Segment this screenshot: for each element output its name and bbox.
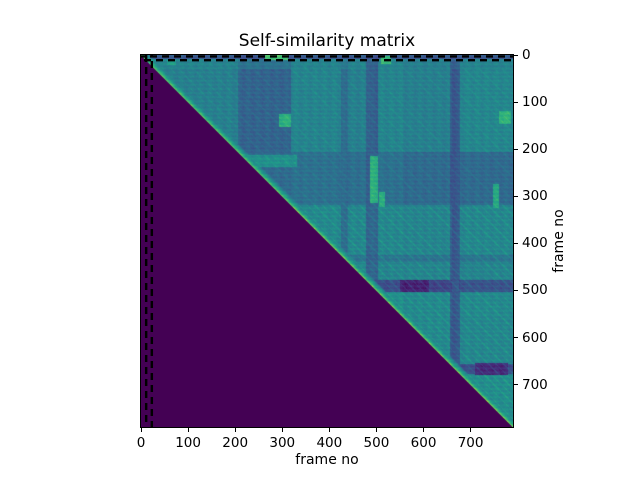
- y-tick-label: 700: [522, 376, 548, 393]
- y-tick-label: 0: [522, 47, 531, 63]
- y-tick-mark: [514, 337, 518, 339]
- x-axis-label: frame no: [295, 452, 359, 468]
- x-tick-mark: [281, 428, 283, 432]
- x-tick-label: 500: [363, 435, 390, 451]
- y-tick-mark: [514, 54, 518, 56]
- y-tick-label: 400: [522, 235, 548, 252]
- x-tick-label: 400: [316, 435, 343, 451]
- y-tick-mark: [514, 289, 518, 291]
- x-tick-mark: [187, 428, 189, 432]
- x-tick-label: 100: [175, 435, 201, 451]
- x-tick-label: 300: [269, 435, 296, 451]
- y-tick-mark: [514, 384, 518, 386]
- x-tick-mark: [375, 428, 377, 432]
- x-tick-mark: [470, 428, 472, 432]
- x-tick-label: 600: [410, 435, 437, 451]
- y-tick-label: 500: [522, 282, 548, 299]
- y-tick-label: 600: [522, 329, 548, 346]
- x-tick-mark: [140, 428, 142, 432]
- axes: 0 100 200 300 400 500 600 700 0 100 200 300 400 500 60…: [137, 47, 548, 451]
- x-tick-mark: [328, 428, 330, 432]
- x-tick-mark: [234, 428, 236, 432]
- x-tick-label: 0: [136, 435, 146, 451]
- y-tick-mark: [514, 101, 518, 103]
- y-tick-mark: [514, 195, 518, 197]
- y-tick-mark: [514, 148, 518, 150]
- y-tick-label: 300: [522, 188, 548, 205]
- y-axis-label: frame no: [551, 209, 567, 273]
- x-tick-mark: [423, 428, 425, 432]
- plot-title: Self-similarity matrix: [238, 31, 416, 51]
- heatmap-canvas: [141, 55, 513, 427]
- y-tick-label: 100: [522, 94, 548, 111]
- y-tick-label: 200: [522, 141, 548, 158]
- y-tick-mark: [514, 242, 518, 244]
- x-tick-label: 700: [457, 435, 484, 451]
- x-tick-label: 200: [222, 435, 249, 451]
